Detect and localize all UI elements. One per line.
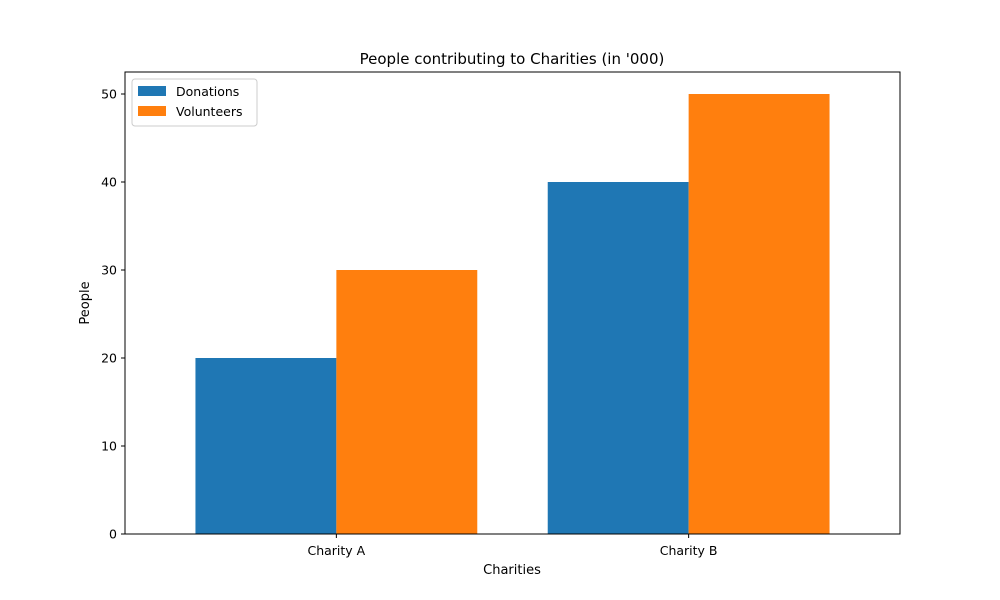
x-axis-ticks: Charity A Charity B xyxy=(307,534,718,558)
x-tick-label: Charity A xyxy=(307,543,365,558)
bar-donations-2 xyxy=(547,182,689,534)
plot-frame xyxy=(124,71,901,535)
y-tick-label: 30 xyxy=(101,263,117,278)
legend: Donations Volunteers xyxy=(131,78,258,127)
y-tick-label: 40 xyxy=(101,175,117,190)
y-tick-label: 10 xyxy=(101,439,117,454)
legend-swatch-donations xyxy=(138,86,166,96)
y-axis-label: People xyxy=(78,281,93,324)
y-tick-label: 0 xyxy=(109,527,117,542)
bar-donations-1 xyxy=(195,358,337,534)
x-axis-label: Charities xyxy=(483,563,541,578)
bar-volunteers-2 xyxy=(688,94,830,534)
legend-label-volunteers: Volunteers xyxy=(176,104,242,119)
x-tick-label: Charity B xyxy=(660,543,718,558)
chart-title: People contributing to Charities (in '00… xyxy=(360,50,665,68)
y-tick-label: 20 xyxy=(101,351,117,366)
legend-swatch-volunteers xyxy=(138,106,166,116)
y-tick-label: 50 xyxy=(101,87,117,102)
bars xyxy=(195,94,830,534)
y-axis-ticks: 0 10 20 30 40 50 xyxy=(101,87,125,542)
bar-volunteers-1 xyxy=(336,270,478,534)
legend-label-donations: Donations xyxy=(176,84,239,99)
